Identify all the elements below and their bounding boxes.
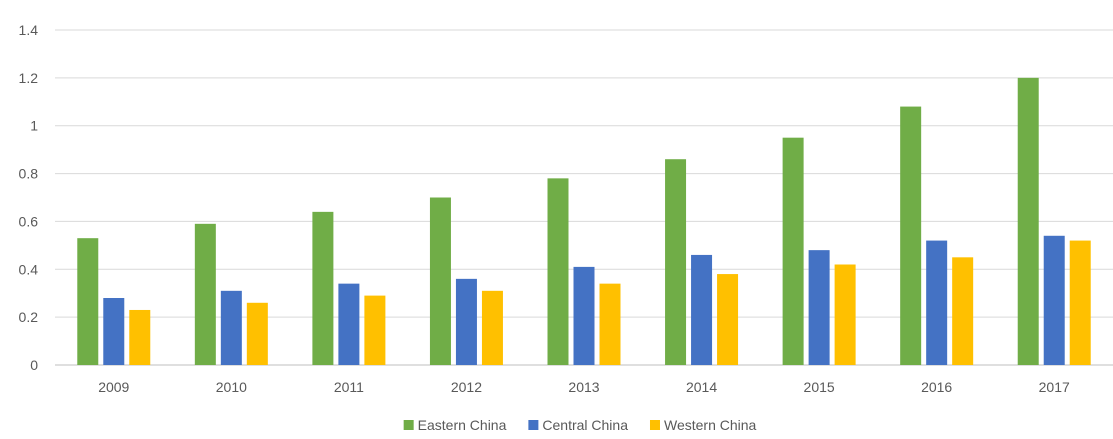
bar-eastern-china-2011 (312, 211, 334, 365)
bar-central-china-2016 (926, 240, 948, 365)
bar-eastern-china-2017 (1017, 77, 1039, 365)
bar-western-china-2017 (1069, 240, 1091, 365)
x-tick-label: 2010 (216, 379, 247, 395)
bar-eastern-china-2013 (547, 178, 569, 365)
legend-label: Eastern China (418, 417, 507, 433)
bar-eastern-china-2010 (194, 223, 216, 365)
legend-swatch (649, 420, 660, 430)
x-tick-label: 2014 (686, 379, 717, 395)
legend-swatch (528, 420, 539, 430)
bar-eastern-china-2009 (77, 238, 99, 365)
x-tick-label: 2013 (568, 379, 599, 395)
x-tick-label: 2012 (451, 379, 482, 395)
bar-western-china-2016 (952, 257, 974, 365)
bar-central-china-2015 (808, 250, 830, 365)
bar-central-china-2009 (103, 298, 125, 365)
bar-central-china-2013 (573, 266, 595, 365)
y-tick-label: 1 (30, 118, 38, 134)
y-tick-label: 0.8 (19, 166, 39, 182)
legend-item-eastern-china: Eastern China (403, 417, 507, 433)
y-tick-label: 0 (30, 357, 38, 373)
legend-swatch (403, 420, 414, 430)
bar-central-china-2011 (338, 283, 360, 365)
legend-label: Western China (664, 417, 757, 433)
y-tick-label: 0.4 (19, 261, 39, 277)
bar-central-china-2014 (691, 254, 713, 365)
bar-western-china-2009 (129, 309, 151, 365)
x-axis: 2009 2010 2011 2012 2013 2014 2015 2016 2017 (98, 379, 1070, 395)
bar-western-china-2013 (599, 283, 621, 365)
bar-central-china-2017 (1043, 235, 1065, 365)
y-tick-label: 1.4 (19, 22, 39, 38)
legend-item-central-china: Central China (528, 417, 628, 433)
bar-western-china-2011 (364, 295, 386, 365)
y-tick-label: 1.2 (19, 70, 39, 86)
bar-central-china-2010 (220, 290, 242, 365)
y-tick-label: 0.2 (19, 309, 39, 325)
bar-western-china-2012 (481, 290, 503, 365)
x-tick-label: 2016 (921, 379, 952, 395)
legend: Eastern China Central China Western China (403, 417, 757, 433)
x-tick-label: 2015 (804, 379, 835, 395)
y-tick-label: 0.6 (19, 213, 39, 229)
bar-eastern-china-2016 (900, 106, 922, 366)
x-tick-label: 2011 (334, 379, 364, 395)
x-tick-label: 2017 (1039, 379, 1070, 395)
bar-eastern-china-2014 (665, 159, 687, 365)
legend-item-western-china: Western China (649, 417, 757, 433)
legend-label: Central China (542, 417, 628, 433)
bar-eastern-china-2015 (782, 137, 804, 365)
bar-eastern-china-2012 (429, 197, 451, 365)
y-axis: 0 0.2 0.4 0.6 0.8 1 1.2 1.4 (19, 22, 39, 373)
bar-central-china-2012 (455, 278, 477, 365)
x-tick-label: 2009 (98, 379, 129, 395)
bar-western-china-2010 (246, 302, 268, 365)
bar-western-china-2014 (717, 274, 739, 365)
bars (77, 77, 1091, 366)
bar-western-china-2015 (834, 264, 856, 365)
